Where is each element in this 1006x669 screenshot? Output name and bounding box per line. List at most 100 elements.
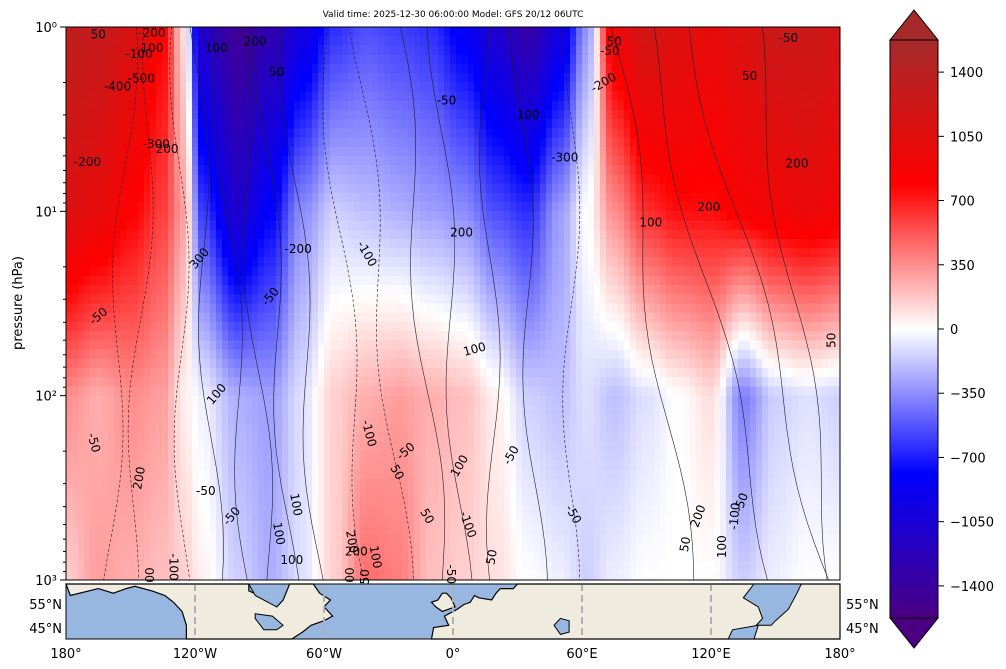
field-cell [144,202,151,212]
field-cell [474,174,481,185]
field-cell [450,321,457,332]
field-cell [450,524,457,535]
field-cell [396,533,403,544]
field-cell [462,533,469,544]
field-cell [462,506,469,517]
field-cell [450,487,457,498]
field-cell [426,27,433,37]
field-cell [180,404,187,415]
field-cell [282,36,289,47]
field-cell [186,404,193,415]
field-cell [396,220,403,231]
field-cell [492,386,499,397]
field-cell [486,174,493,185]
field-cell [552,386,559,397]
field-cell [462,54,469,65]
field-cell [522,229,529,240]
field-cell [108,506,115,517]
field-cell [360,478,367,489]
field-cell [456,570,463,580]
field-cell [480,211,487,222]
field-cell [120,368,127,378]
field-cell [498,229,505,240]
field-cell [546,36,553,47]
field-cell [96,54,103,65]
field-cell [300,238,307,249]
field-cell [450,192,457,203]
field-cell [420,552,427,563]
field-cell [360,570,367,580]
field-cell [288,137,295,148]
field-cell [324,202,331,212]
field-cell [342,285,349,295]
field-cell [264,497,271,507]
field-cell [234,82,241,93]
field-cell [474,386,481,397]
field-cell [288,331,295,341]
field-cell [264,321,271,332]
field-cell [180,257,187,268]
field-cell [114,524,121,535]
field-cell [102,524,109,535]
field-cell [456,156,463,166]
field-cell [504,395,511,406]
field-cell [552,128,559,139]
field-cell [438,192,445,203]
field-cell [126,146,133,157]
field-cell [336,303,343,314]
field-cell [270,165,277,176]
field-cell [396,285,403,295]
field-cell [558,478,565,489]
field-cell [492,524,499,535]
field-cell [504,174,511,185]
field-cell [246,202,253,212]
field-cell [486,63,493,74]
field-cell [564,82,571,93]
field-cell [288,349,295,360]
field-cell [492,211,499,222]
field-cell [558,487,565,498]
field-cell [342,331,349,341]
field-cell [450,368,457,378]
field-cell [234,478,241,489]
field-cell [318,192,325,203]
field-cell [180,358,187,369]
field-cell [150,358,157,369]
field-cell [360,423,367,434]
field-cell [168,561,175,572]
field-cell [366,119,373,129]
field-cell [138,192,145,203]
field-cell [468,432,475,443]
field-cell [438,570,445,580]
field-cell [150,497,157,507]
field-cell [468,183,475,194]
field-cell [558,91,565,102]
field-cell [258,119,265,129]
field-cell [444,368,451,378]
field-cell [252,543,259,553]
field-cell [186,506,193,517]
field-cell [186,524,193,535]
field-cell [408,377,415,388]
field-cell [300,36,307,47]
field-cell [528,202,535,212]
field-cell [150,368,157,378]
field-cell [198,506,205,517]
field-cell [126,294,133,305]
field-cell [414,543,421,553]
field-cell [342,82,349,93]
field-cell [252,36,259,47]
field-cell [390,192,397,203]
field-cell [270,377,277,388]
field-cell [354,229,361,240]
field-cell [168,266,175,277]
field-cell [174,358,181,369]
field-cell [318,487,325,498]
field-cell [270,266,277,277]
field-cell [342,423,349,434]
field-cell [270,561,277,572]
field-cell [390,321,397,332]
field-cell [222,183,229,194]
field-cell [252,257,259,268]
field-cell [486,285,493,295]
